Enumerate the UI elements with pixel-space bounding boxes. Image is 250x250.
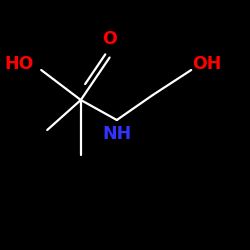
- Text: NH: NH: [102, 125, 132, 143]
- Text: OH: OH: [192, 55, 222, 73]
- Text: HO: HO: [4, 55, 34, 73]
- Text: O: O: [102, 30, 117, 48]
